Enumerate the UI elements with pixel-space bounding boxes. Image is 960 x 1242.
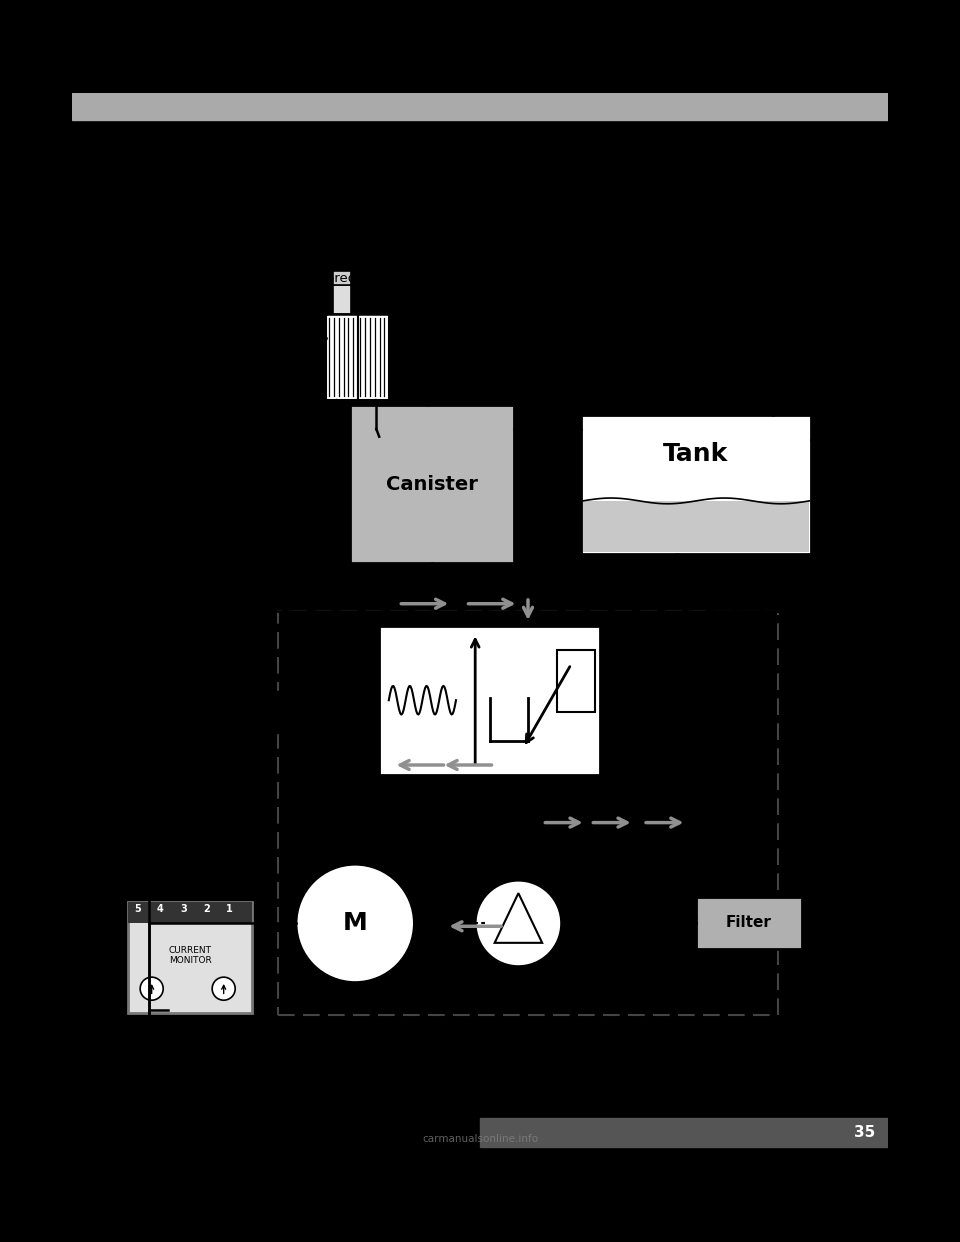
Text: Tank: Tank [663, 442, 729, 466]
Bar [696, 897, 802, 949]
Bar [581, 415, 811, 554]
Text: amperage value in memory.  The stored amperage value is the electrical equivalen: amperage value in memory. The stored amp… [89, 272, 707, 284]
Bar [357, 314, 389, 400]
Text: Change-Over
Valve: Change-Over Valve [496, 597, 588, 625]
Text: 3: 3 [180, 904, 187, 914]
Text: 2: 2 [203, 904, 210, 914]
Circle shape [475, 881, 562, 966]
Bar [72, 93, 888, 120]
Text: Electric
Motor LDP: Electric Motor LDP [706, 626, 779, 653]
Circle shape [140, 977, 163, 1000]
Text: CURRENT
MONITOR: CURRENT MONITOR [169, 945, 211, 965]
Bar [480, 1118, 888, 1148]
Bar [332, 284, 351, 314]
Bar [557, 650, 595, 712]
Circle shape [212, 977, 235, 1000]
Text: 5: 5 [133, 904, 141, 914]
Bar [128, 902, 252, 923]
Text: PHASE 1 -  REFERENCE MEASUREMENT: PHASE 1 - REFERENCE MEASUREMENT [89, 163, 420, 178]
Text: Engine: Engine [96, 462, 155, 478]
Bar [350, 405, 514, 564]
Text: mm (0.020") leak.: mm (0.020") leak. [89, 289, 209, 302]
Polygon shape [859, 407, 871, 437]
Bar [326, 314, 357, 400]
Bar [346, 982, 365, 996]
Bar [583, 501, 809, 551]
Text: 1: 1 [226, 904, 233, 914]
Text: 0.5mm
Reference
Orifice: 0.5mm Reference Orifice [120, 672, 177, 704]
Text: es it through a precise 0.5mm reference orifice in the pump assembly.: es it through a precise 0.5mm reference … [89, 211, 560, 224]
Text: +: + [663, 575, 681, 594]
Text: carmanualsonline.info: carmanualsonline.info [422, 1134, 538, 1144]
Text: Purge
Valve: Purge Valve [398, 328, 440, 356]
Text: 4: 4 [156, 904, 164, 914]
Text: LEAK DIAGNOSIS TEST: LEAK DIAGNOSIS TEST [89, 137, 317, 154]
Text: Throttle
Plate: Throttle Plate [89, 306, 146, 334]
Text: The ECM simultaneously monitors the pump motor current flow .  The motor current: The ECM simultaneously monitors the pump… [89, 237, 695, 250]
Circle shape [296, 864, 415, 982]
Bar [332, 271, 351, 284]
Text: The ECM  activates the pump motor.  The pump pulls air from the filtered air inl: The ECM activates the pump motor. The pu… [89, 194, 704, 207]
Text: Canister: Canister [386, 474, 478, 494]
Polygon shape [494, 893, 542, 943]
Text: +: + [361, 575, 378, 594]
Text: M: M [343, 912, 368, 935]
Bar [278, 611, 778, 1015]
Text: Filter: Filter [726, 915, 772, 930]
Text: quickly and levels off (stabilizes) due to the orifice restriction. The ECM stor: quickly and levels off (stabilizes) due … [89, 255, 705, 267]
Bar [379, 626, 600, 775]
Text: Fresh Air: Fresh Air [816, 951, 886, 966]
Bar [128, 902, 252, 1012]
Text: Pump: Pump [496, 987, 540, 1002]
Bar [257, 691, 278, 733]
Text: 35: 35 [854, 1125, 876, 1140]
